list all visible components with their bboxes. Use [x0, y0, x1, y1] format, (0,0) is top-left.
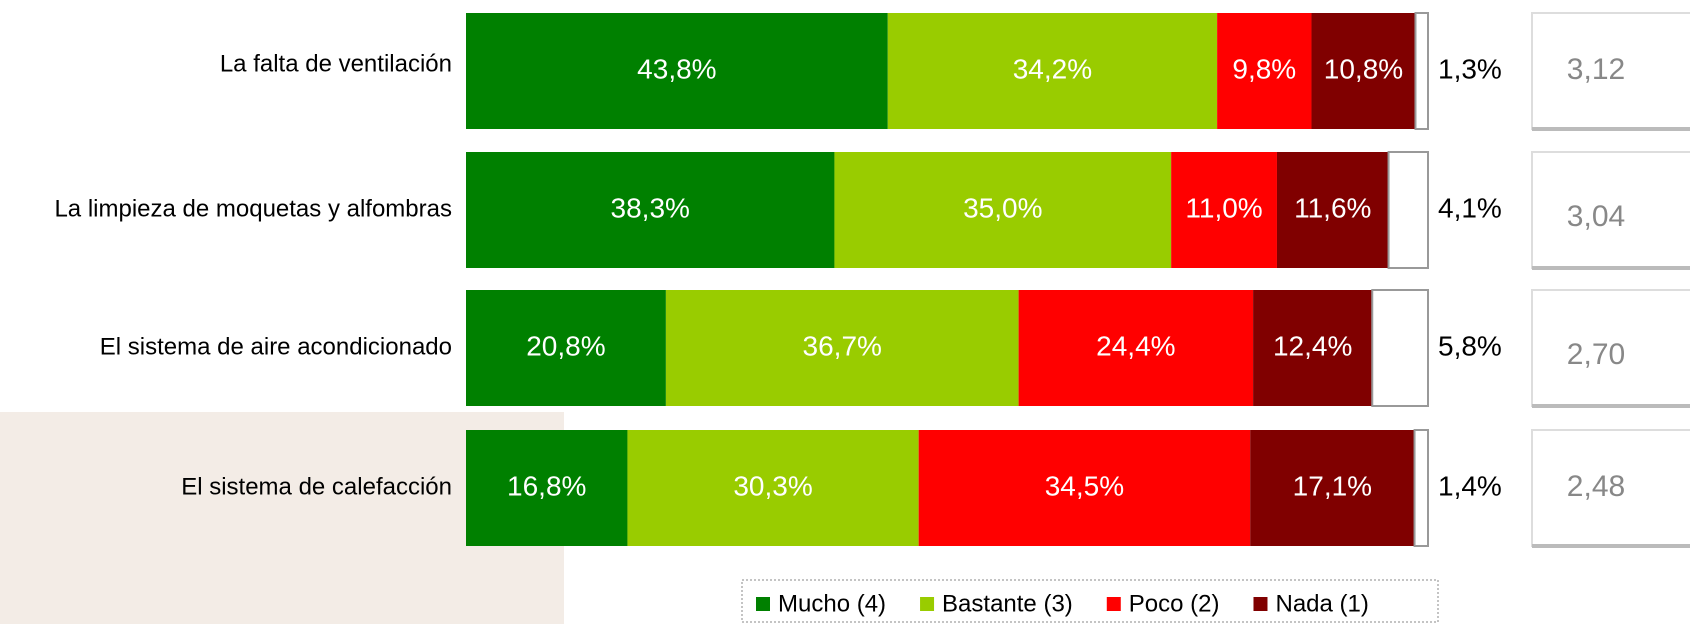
score: 3,12	[1567, 53, 1625, 86]
category-label: El sistema de calefacción	[181, 473, 452, 500]
value-label: 30,3%	[733, 470, 812, 501]
value-label: 9,8%	[1232, 53, 1296, 84]
legend-label: Poco (2)	[1129, 590, 1220, 617]
score: 2,48	[1567, 470, 1625, 503]
value-label: 24,4%	[1096, 330, 1175, 361]
outside-label: 4,1%	[1438, 192, 1502, 223]
value-label: 34,2%	[1013, 53, 1092, 84]
outside-label: 1,4%	[1438, 470, 1502, 501]
legend-swatch	[1107, 597, 1121, 611]
value-label: 12,4%	[1273, 330, 1352, 361]
category-label: El sistema de aire acondicionado	[100, 333, 452, 360]
bar-segment	[1389, 152, 1428, 268]
legend-swatch	[920, 597, 934, 611]
value-label: 17,1%	[1293, 470, 1372, 501]
value-label: 20,8%	[526, 330, 605, 361]
category-label: La falta de ventilación	[220, 50, 452, 77]
legend-label: Nada (1)	[1275, 590, 1368, 617]
bar-segment	[1415, 13, 1428, 129]
value-label: 43,8%	[637, 53, 716, 84]
value-label: 11,0%	[1185, 192, 1262, 223]
value-label: 36,7%	[803, 330, 882, 361]
legend-swatch	[756, 597, 770, 611]
score: 2,70	[1567, 338, 1625, 371]
value-label: 11,6%	[1294, 192, 1371, 223]
legend-swatch	[1253, 597, 1267, 611]
outside-label: 1,3%	[1438, 53, 1502, 84]
legend-label: Bastante (3)	[942, 590, 1073, 617]
value-label: 10,8%	[1324, 53, 1403, 84]
bar-segment	[1415, 430, 1428, 546]
value-label: 35,0%	[963, 192, 1042, 223]
legend-label: Mucho (4)	[778, 590, 886, 617]
value-label: 16,8%	[507, 470, 586, 501]
category-label: La limpieza de moquetas y alfombras	[54, 195, 452, 222]
chart: La falta de ventilación 43,8% 34,2% 9,8% 10,…	[0, 0, 1690, 624]
value-label: 34,5%	[1045, 470, 1124, 501]
score: 3,04	[1567, 200, 1625, 233]
value-label: 38,3%	[611, 192, 690, 223]
outside-label: 5,8%	[1438, 330, 1502, 361]
bar-segment	[1372, 290, 1428, 406]
